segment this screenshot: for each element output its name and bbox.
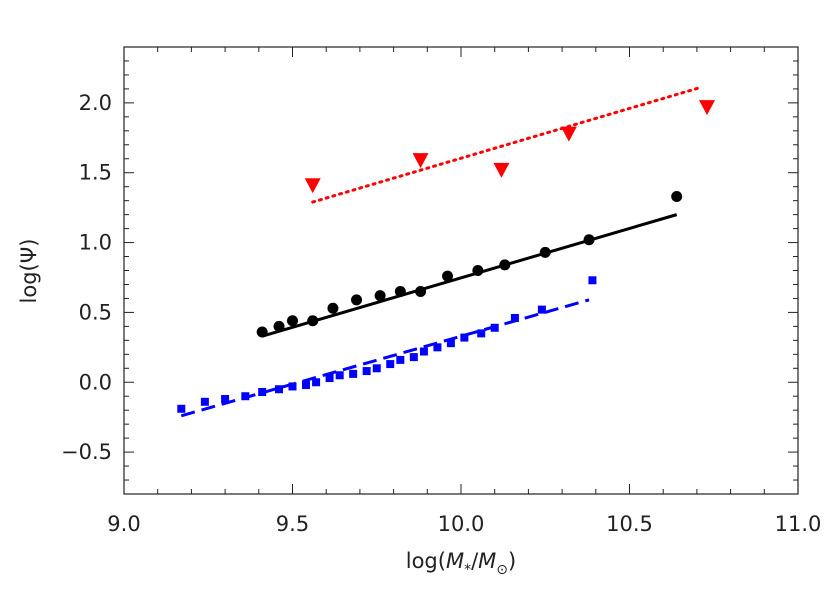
square-point xyxy=(275,385,284,394)
square-point xyxy=(221,395,230,404)
x-tick-label: 9.0 xyxy=(107,512,140,536)
triangle-point xyxy=(412,153,429,169)
circle-point xyxy=(327,302,339,314)
square-point xyxy=(258,388,267,397)
tick-labels: 9.0 9.5 10.0 10.5 11.0 −0.5 0.0 0.5 1.0 1.5 2.0 xyxy=(61,91,821,536)
circle-point xyxy=(539,246,551,258)
circle-point xyxy=(351,294,363,306)
x-tick-label: 10.0 xyxy=(438,512,485,536)
x-tick-label: 9.5 xyxy=(276,512,309,536)
data-marks xyxy=(177,100,716,413)
y-tick-label: 1.5 xyxy=(79,161,112,185)
circle-point xyxy=(671,190,683,202)
circle-point xyxy=(287,315,298,327)
square-point xyxy=(372,364,381,373)
circle-point xyxy=(273,320,285,332)
y-tick-label: 0.0 xyxy=(79,370,112,394)
triangle-point xyxy=(560,126,577,142)
square-point xyxy=(335,371,344,380)
ticks xyxy=(123,46,799,495)
y-axis-label: log(Ψ) xyxy=(17,239,41,304)
x-tick-label: 10.5 xyxy=(606,512,653,536)
triangle-point xyxy=(304,178,321,194)
square-point xyxy=(419,347,428,356)
square-point xyxy=(460,333,469,342)
fit-lines xyxy=(180,86,702,418)
circle-point xyxy=(472,265,484,276)
x-tick-label: 11.0 xyxy=(775,512,822,536)
square-point xyxy=(396,355,405,364)
square-point xyxy=(588,276,597,285)
triangle-point xyxy=(493,162,510,178)
y-tick-label: −0.5 xyxy=(61,440,112,464)
solid-fit-line xyxy=(261,213,678,338)
square-point xyxy=(537,305,546,314)
square-point xyxy=(409,353,418,362)
plot-frame xyxy=(123,46,799,495)
x-axis-label: log(M*/M⊙) xyxy=(406,549,516,578)
square-point xyxy=(510,313,519,322)
square-point xyxy=(386,360,395,369)
circle-point xyxy=(374,290,386,302)
circle-point xyxy=(394,285,406,297)
square-point xyxy=(446,339,455,348)
y-tick-label: 0.5 xyxy=(79,300,112,324)
square-point xyxy=(177,404,186,413)
circle-point xyxy=(442,270,454,282)
square-point xyxy=(301,381,310,390)
square-point xyxy=(349,369,358,378)
dotted-fit-line xyxy=(311,86,702,204)
square-point xyxy=(477,329,486,338)
square-point xyxy=(433,343,442,352)
square-point xyxy=(312,378,321,387)
triangle-point xyxy=(699,100,716,116)
y-tick-label: 2.0 xyxy=(79,91,112,115)
circle-point xyxy=(256,326,268,338)
square-point xyxy=(362,367,371,376)
y-tick-label: 1.0 xyxy=(79,231,112,255)
square-point xyxy=(490,323,499,332)
circle-point xyxy=(415,285,427,297)
circle-point xyxy=(499,259,511,271)
square-point xyxy=(325,374,334,383)
square-point xyxy=(241,392,250,401)
square-point xyxy=(200,397,209,406)
square-point xyxy=(288,382,297,391)
circle-point xyxy=(307,315,319,327)
circle-point xyxy=(583,234,595,246)
